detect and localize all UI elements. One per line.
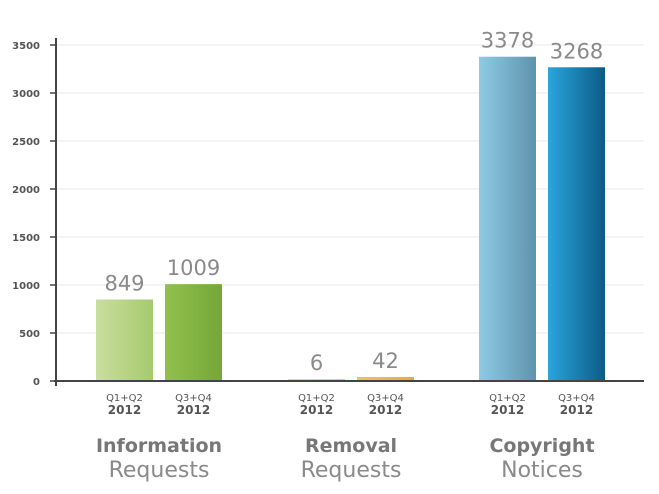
category-subtitle: Requests [109, 458, 210, 483]
bar-value-label: 3378 [481, 29, 534, 53]
category-subtitle: Notices [501, 458, 583, 483]
period-label: Q1+Q2 [298, 393, 335, 404]
bar-0-1 [165, 284, 222, 381]
bar-value-label: 6 [310, 351, 323, 375]
bar-value-label: 849 [104, 271, 144, 295]
bar-value-label: 1009 [167, 256, 220, 280]
y-tick-label: 1000 [12, 281, 40, 292]
bar-1-1 [357, 376, 414, 381]
y-tick-label: 0 [33, 377, 40, 388]
bar-0-0 [96, 299, 153, 381]
year-label: 2012 [108, 403, 141, 417]
y-tick-label: 500 [19, 329, 40, 340]
year-label: 2012 [369, 403, 402, 417]
category-title: Removal [305, 435, 397, 457]
y-tick-label: 1500 [12, 233, 40, 244]
category-subtitle: Requests [301, 458, 402, 483]
year-label: 2012 [560, 403, 593, 417]
period-label: Q1+Q2 [106, 393, 143, 404]
period-label: Q3+Q4 [175, 393, 212, 404]
y-tick-label: 2000 [12, 185, 40, 196]
category-title: Information [96, 435, 222, 457]
bar-2-1 [548, 67, 605, 381]
bar-value-label: 42 [372, 349, 399, 373]
bar-2-0 [479, 56, 536, 381]
period-label: Q3+Q4 [558, 393, 595, 404]
year-label: 2012 [491, 403, 524, 417]
category-labels: Q1+Q22012Q3+Q42012InformationRequestsQ1+… [96, 393, 595, 483]
period-label: Q1+Q2 [489, 393, 526, 404]
grid-lines [56, 44, 644, 334]
period-label: Q3+Q4 [367, 393, 404, 404]
bar-value-label: 3268 [550, 39, 603, 63]
y-tick-label: 3000 [12, 89, 40, 100]
year-label: 2012 [177, 403, 210, 417]
y-axis-ticks: 3500 3000 2500 2000 1500 1000 500 0 [12, 41, 56, 388]
bars: 849 1009 6 42 3378 3268 [96, 29, 605, 381]
y-tick-label: 2500 [12, 137, 40, 148]
y-tick-label: 3500 [12, 41, 40, 52]
category-title: Copyright [489, 435, 594, 457]
year-label: 2012 [300, 403, 333, 417]
